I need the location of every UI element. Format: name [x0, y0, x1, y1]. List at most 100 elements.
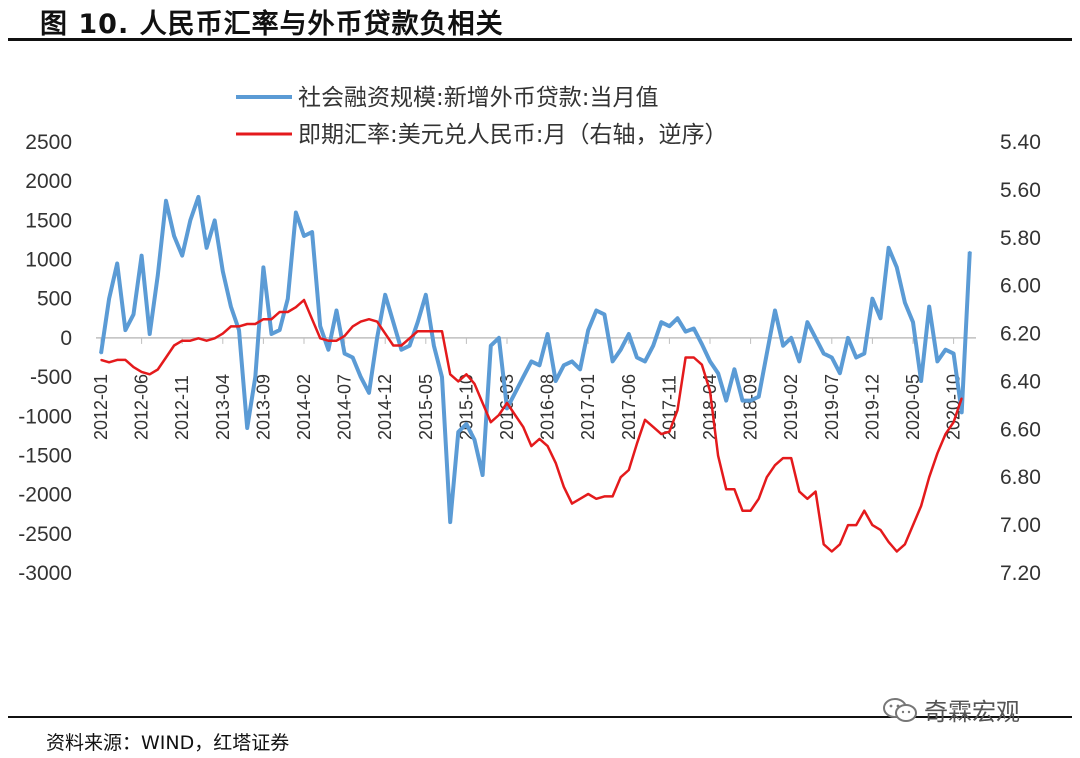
- data-point: [587, 493, 589, 495]
- right-tick-label: 6.40: [1000, 370, 1041, 393]
- data-point: [717, 372, 719, 375]
- data-point: [709, 360, 711, 363]
- data-point: [319, 325, 322, 328]
- data-point: [879, 317, 882, 320]
- data-point: [936, 452, 939, 455]
- data-point: [400, 348, 403, 351]
- data-point: [246, 323, 248, 325]
- data-point: [351, 356, 354, 359]
- x-axis: 2012-01 2012-06 2012-11 2013-04 2013-09 2014-…: [91, 337, 964, 440]
- data-point: [205, 339, 208, 342]
- data-point: [871, 524, 874, 526]
- data-point: [490, 421, 492, 424]
- data-point: [311, 318, 313, 321]
- data-point: [295, 211, 297, 214]
- data-point: [822, 352, 825, 355]
- data-point: [197, 337, 200, 340]
- data-point: [481, 474, 484, 476]
- data-point: [384, 294, 387, 296]
- series-line-new-fx-loans: [99, 194, 972, 525]
- data-point: [465, 373, 468, 376]
- x-tick-label: 2019-07: [822, 374, 842, 440]
- data-point: [433, 330, 435, 333]
- data-point: [165, 356, 167, 359]
- data-point: [952, 352, 955, 355]
- data-point: [140, 371, 143, 373]
- data-point: [863, 509, 866, 512]
- data-point: [814, 337, 817, 339]
- data-point: [254, 376, 257, 378]
- data-point: [619, 348, 622, 351]
- data-point: [863, 352, 866, 355]
- data-point: [855, 356, 857, 359]
- data-point: [912, 524, 914, 526]
- data-point: [709, 390, 711, 392]
- legend-label-left-series: 社会融资规模:新增外币贷款:当月值: [298, 85, 659, 111]
- x-tick-label: 2015-10: [456, 374, 476, 440]
- data-point: [701, 363, 703, 366]
- legend: 社会融资规模:新增外币贷款:当月值 即期汇率:美元兑人民币:月（右轴，逆序）: [236, 85, 728, 148]
- data-point: [335, 309, 338, 312]
- data-point: [197, 196, 200, 198]
- data-point: [839, 543, 841, 546]
- data-point: [563, 364, 565, 367]
- data-point: [522, 376, 524, 378]
- data-point: [189, 339, 192, 342]
- x-tick-label: 2013-09: [253, 374, 273, 440]
- data-point: [311, 231, 313, 233]
- data-point: [668, 325, 671, 328]
- data-point: [879, 529, 882, 531]
- data-point: [611, 495, 614, 498]
- watermark: 奇霖宏观: [882, 692, 1020, 727]
- data-point: [392, 321, 395, 324]
- data-point: [408, 344, 411, 347]
- data-point: [628, 469, 630, 471]
- data-point: [960, 411, 963, 414]
- data-point: [944, 433, 947, 435]
- data-point: [538, 364, 541, 367]
- data-point: [116, 359, 118, 361]
- data-point: [441, 376, 443, 378]
- data-point: [871, 297, 874, 300]
- data-point: [628, 333, 630, 335]
- data-point: [449, 373, 452, 376]
- data-point: [433, 344, 435, 347]
- data-point: [335, 339, 338, 342]
- x-tick-label: 2013-04: [213, 374, 233, 440]
- data-point: [222, 270, 224, 273]
- data-point: [449, 521, 452, 523]
- data-point: [644, 419, 646, 421]
- data-point: [376, 337, 378, 339]
- data-point: [936, 360, 939, 363]
- data-point: [416, 321, 419, 324]
- data-point: [108, 297, 110, 300]
- data-point: [246, 427, 248, 429]
- data-point: [676, 409, 679, 412]
- right-tick-label: 5.80: [1000, 227, 1041, 250]
- data-point: [952, 421, 955, 424]
- data-point: [157, 368, 159, 371]
- data-point: [595, 309, 598, 312]
- data-point: [579, 498, 581, 500]
- data-point: [571, 360, 573, 363]
- data-point: [132, 313, 135, 316]
- data-point: [392, 344, 395, 347]
- data-point: [847, 524, 849, 526]
- watermark-text: 奇霖宏观: [924, 698, 1020, 726]
- line-chart: 社会融资规模:新增外币贷款:当月值 即期汇率:美元兑人民币:月（右轴，逆序） 2…: [18, 85, 1041, 585]
- x-tick-label: 2012-01: [91, 374, 111, 440]
- data-point: [831, 550, 833, 553]
- right-tick-label: 5.60: [1000, 179, 1041, 202]
- data-point: [303, 299, 305, 301]
- data-point: [571, 502, 573, 505]
- x-tick-label: 2017-06: [619, 374, 639, 440]
- data-point: [587, 329, 589, 331]
- data-point: [660, 321, 663, 324]
- data-point: [360, 320, 362, 323]
- data-point: [693, 356, 695, 359]
- x-tick-label: 2016-08: [538, 374, 558, 440]
- data-point: [400, 344, 403, 347]
- data-point: [530, 445, 533, 447]
- data-point: [506, 402, 508, 404]
- right-tick-label: 7.00: [1000, 514, 1041, 537]
